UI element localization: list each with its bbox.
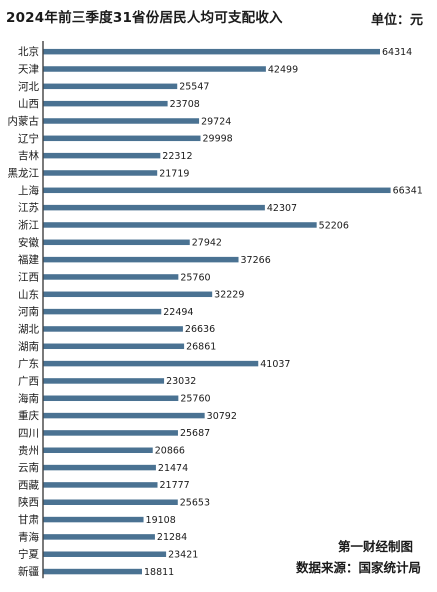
bar bbox=[43, 568, 142, 575]
category-label: 湖南 bbox=[18, 340, 39, 353]
value-label: 18811 bbox=[144, 567, 174, 578]
chart-credit: 第一财经制图 bbox=[337, 539, 413, 554]
value-label: 30792 bbox=[207, 411, 237, 422]
category-label: 云南 bbox=[18, 461, 39, 474]
category-label: 海南 bbox=[18, 392, 39, 405]
bar bbox=[43, 83, 178, 90]
category-label: 甘肃 bbox=[18, 513, 39, 526]
unit-label: 单位：元 bbox=[370, 13, 423, 28]
category-label: 四川 bbox=[18, 427, 39, 439]
bar bbox=[43, 430, 178, 436]
category-label: 黑龙江 bbox=[8, 166, 40, 179]
category-label: 青海 bbox=[18, 530, 39, 543]
category-label: 天津 bbox=[18, 63, 39, 75]
value-label: 25547 bbox=[179, 82, 209, 93]
value-label: 22494 bbox=[163, 307, 193, 318]
bar bbox=[43, 222, 317, 228]
value-label: 32229 bbox=[214, 290, 244, 301]
value-label: 22312 bbox=[162, 151, 192, 162]
value-label: 21474 bbox=[158, 463, 188, 474]
category-label: 广西 bbox=[18, 375, 39, 387]
category-label: 福建 bbox=[18, 253, 39, 266]
bar bbox=[43, 395, 179, 402]
bar bbox=[43, 100, 168, 107]
value-label: 25760 bbox=[180, 272, 210, 283]
value-label: 29998 bbox=[203, 134, 233, 145]
value-label: 21719 bbox=[159, 168, 189, 179]
value-label: 27942 bbox=[192, 238, 222, 249]
value-label: 29724 bbox=[201, 116, 231, 127]
bar bbox=[43, 447, 153, 454]
bar bbox=[43, 412, 205, 419]
category-label: 广东 bbox=[18, 357, 39, 370]
bar bbox=[43, 464, 156, 471]
value-label: 25760 bbox=[180, 394, 210, 405]
value-label: 26861 bbox=[186, 342, 216, 353]
bar bbox=[43, 48, 380, 55]
value-label: 41037 bbox=[260, 359, 290, 370]
value-label: 42499 bbox=[268, 64, 298, 75]
category-label: 新疆 bbox=[18, 565, 39, 578]
chart-title: 2024年前三季度31省份居民人均可支配收入 bbox=[6, 10, 283, 26]
bar bbox=[43, 239, 190, 246]
value-label: 52206 bbox=[319, 220, 349, 231]
bar bbox=[43, 256, 239, 263]
bar bbox=[43, 170, 158, 176]
category-label: 吉林 bbox=[18, 149, 39, 162]
category-label: 陕西 bbox=[18, 496, 39, 509]
bar bbox=[43, 187, 391, 194]
value-label: 21284 bbox=[157, 532, 187, 543]
bar bbox=[43, 551, 167, 557]
value-label: 23032 bbox=[166, 376, 196, 387]
value-label: 66341 bbox=[393, 186, 423, 197]
category-label: 宁夏 bbox=[18, 548, 39, 561]
value-label: 42307 bbox=[267, 203, 297, 214]
bar bbox=[43, 152, 161, 159]
category-label: 浙江 bbox=[18, 219, 39, 231]
data-source: 数据来源：国家统计局 bbox=[295, 560, 421, 575]
category-label: 辽宁 bbox=[18, 132, 39, 145]
category-label: 河南 bbox=[18, 305, 39, 318]
bar bbox=[43, 274, 179, 280]
bar bbox=[43, 118, 200, 124]
bar bbox=[43, 326, 183, 332]
category-label: 江苏 bbox=[18, 201, 39, 214]
value-label: 64314 bbox=[382, 47, 412, 58]
category-label: 贵州 bbox=[18, 444, 39, 457]
category-label: 安徽 bbox=[18, 236, 39, 249]
value-label: 25653 bbox=[180, 498, 210, 509]
value-label: 23708 bbox=[170, 99, 200, 110]
bar bbox=[43, 482, 158, 488]
category-label: 湖北 bbox=[18, 323, 39, 335]
category-label: 山西 bbox=[18, 98, 39, 110]
bar bbox=[43, 343, 185, 350]
bar bbox=[43, 204, 265, 211]
bar bbox=[43, 378, 165, 384]
value-label: 21777 bbox=[160, 480, 190, 491]
category-label: 重庆 bbox=[18, 409, 39, 422]
bar bbox=[43, 516, 144, 523]
bar bbox=[43, 308, 162, 315]
bar bbox=[43, 135, 201, 142]
category-label: 北京 bbox=[18, 45, 39, 58]
category-label: 江西 bbox=[18, 271, 39, 283]
value-label: 25687 bbox=[180, 428, 210, 439]
bar bbox=[43, 499, 178, 505]
bar bbox=[43, 66, 266, 72]
category-label: 上海 bbox=[18, 184, 39, 197]
value-label: 37266 bbox=[241, 255, 271, 266]
category-label: 山东 bbox=[18, 288, 39, 301]
category-label: 河北 bbox=[18, 81, 39, 93]
value-label: 20866 bbox=[155, 446, 185, 457]
bar bbox=[43, 534, 155, 540]
bar bbox=[43, 360, 259, 367]
value-label: 19108 bbox=[146, 515, 176, 526]
category-label: 西藏 bbox=[18, 479, 39, 491]
value-label: 23421 bbox=[168, 550, 198, 561]
bar bbox=[43, 291, 213, 298]
category-label: 内蒙古 bbox=[8, 114, 40, 127]
value-label: 26636 bbox=[185, 324, 215, 335]
